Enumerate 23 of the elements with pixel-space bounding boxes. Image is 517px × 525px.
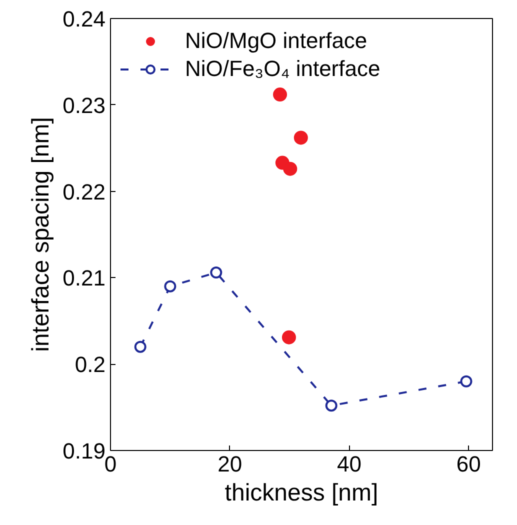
y-tick-label: 0.19	[62, 438, 106, 464]
x-tick-label: 40	[337, 452, 362, 476]
y-tick-label: 0.2	[74, 352, 106, 378]
point	[282, 330, 296, 344]
point	[325, 400, 338, 412]
point	[460, 375, 472, 388]
point	[273, 88, 288, 102]
x-axis-title: thickness [nm]	[224, 480, 378, 506]
legend-label: NiO/Fe₃O₄ interface	[185, 56, 380, 82]
y-tick-label: 0.23	[62, 92, 106, 118]
x-tick-label: 0	[104, 452, 117, 476]
y-tick-label: 0.21	[62, 266, 106, 291]
point	[210, 266, 222, 279]
x-tick-label: 20	[218, 452, 242, 476]
y-tick-label: 0.22	[62, 179, 106, 204]
point	[283, 162, 298, 176]
x-tick-label: 60	[456, 452, 481, 476]
point	[134, 340, 146, 353]
y-tick-label: 0.24	[62, 6, 106, 32]
y-axis-title: interface spacing [nm]	[28, 117, 55, 352]
point	[294, 130, 308, 145]
point	[164, 280, 176, 292]
legend-label: NiO/MgO interface	[185, 28, 368, 54]
